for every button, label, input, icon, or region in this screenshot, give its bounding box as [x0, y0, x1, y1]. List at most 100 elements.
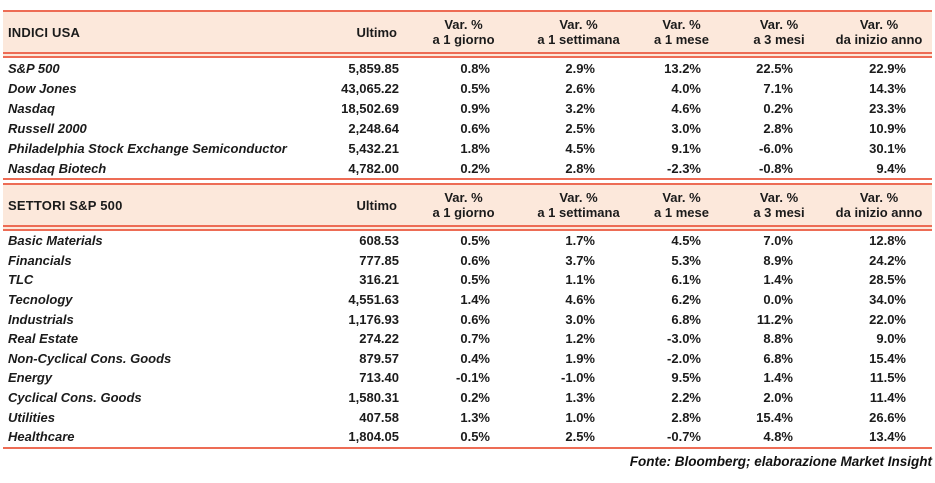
var-value: 1.3% — [565, 390, 595, 406]
var-value: 0.2% — [460, 160, 490, 176]
col-header-var-1-mese: Var. % a 1 mese — [631, 12, 732, 52]
var-value: 0.6% — [460, 120, 490, 136]
var-value: 23.3% — [869, 100, 906, 116]
period-label: a 3 mesi — [753, 32, 805, 47]
var-value: 1.7% — [565, 233, 595, 249]
var-value: 2.8% — [763, 120, 793, 136]
var-value: 1.2% — [565, 331, 595, 347]
var-value: 0.7% — [460, 331, 490, 347]
row-label: Healthcare — [8, 429, 75, 445]
var-label: Var. % — [859, 190, 899, 205]
row-label: Financials — [8, 252, 72, 268]
row-label: Cyclical Cons. Goods — [8, 390, 142, 406]
table-row: Energy 713.40 -0.1% -1.0% 9.5% 1.4% 11.5% — [3, 368, 932, 388]
var-value: -0.8% — [759, 160, 793, 176]
col-header-var-inizio-anno: Var. % da inizio anno — [826, 12, 932, 52]
var-value: 12.8% — [869, 233, 906, 249]
col-header-ultimo: Ultimo — [356, 197, 397, 213]
var-value: 2.2% — [671, 390, 701, 406]
table-row: Nasdaq Biotech 4,782.00 0.2% 2.8% -2.3% -0.8%… — [3, 158, 932, 178]
var-value: 1.0% — [565, 409, 595, 425]
section-title: INDICI USA — [8, 24, 81, 40]
ultimo-value: 316.21 — [359, 272, 399, 288]
var-value: 3.0% — [671, 120, 701, 136]
ultimo-value: 4,551.63 — [348, 292, 399, 308]
var-label: Var. % — [662, 190, 701, 205]
var-value: 14.3% — [869, 80, 906, 96]
var-value: -6.0% — [759, 140, 793, 156]
table-row: Philadelphia Stock Exchange Semiconducto… — [3, 138, 932, 158]
settori-sp500-rows: Basic Materials 608.53 0.5% 1.7% 4.5% 7.0% 12.… — [3, 231, 932, 447]
var-label: Var. % — [444, 190, 483, 205]
var-value: -2.3% — [667, 160, 701, 176]
var-value: -0.1% — [456, 370, 490, 386]
table-row: Dow Jones 43,065.22 0.5% 2.6% 4.0% 7.1% 14.3% — [3, 78, 932, 98]
period-label: a 1 settimana — [537, 32, 620, 47]
var-value: 34.0% — [869, 292, 906, 308]
period-label: a 1 giorno — [432, 205, 495, 220]
var-value: -2.0% — [667, 350, 701, 366]
row-label: Industrials — [8, 311, 74, 327]
row-label: S&P 500 — [8, 60, 60, 76]
var-value: 3.7% — [565, 252, 595, 268]
row-label: Philadelphia Stock Exchange Semiconducto… — [8, 140, 287, 156]
var-label: Var. % — [444, 17, 483, 32]
period-label: da inizio anno — [835, 205, 923, 220]
ultimo-value: 608.53 — [359, 233, 399, 249]
market-insight-report: INDICI USA Ultimo Var. % a 1 giorno Var.… — [3, 10, 932, 469]
ultimo-value: 407.58 — [359, 409, 399, 425]
var-value: 15.4% — [756, 409, 793, 425]
var-value: 9.5% — [671, 370, 701, 386]
var-value: 6.8% — [763, 350, 793, 366]
var-value: 3.2% — [565, 100, 595, 116]
period-label: a 3 mesi — [753, 205, 805, 220]
var-value: 0.5% — [460, 80, 490, 96]
ultimo-value: 713.40 — [359, 370, 399, 386]
var-value: 30.1% — [869, 140, 906, 156]
row-label: Utilities — [8, 409, 55, 425]
ultimo-value: 1,804.05 — [348, 429, 399, 445]
row-label: Real Estate — [8, 331, 79, 347]
ultimo-value: 1,580.31 — [348, 390, 399, 406]
var-value: 0.9% — [460, 100, 490, 116]
var-value: 5.3% — [671, 252, 701, 268]
var-label: Var. % — [759, 17, 799, 32]
table-row: Cyclical Cons. Goods 1,580.31 0.2% 1.3% 2.2%… — [3, 388, 932, 408]
var-label: Var. % — [559, 17, 598, 32]
var-value: 22.9% — [869, 60, 906, 76]
var-value: 24.2% — [869, 252, 906, 268]
var-value: 0.4% — [460, 350, 490, 366]
var-value: 15.4% — [869, 350, 906, 366]
settori-sp500-header-band: SETTORI S&P 500 Ultimo Var. % a 1 giorno… — [3, 183, 932, 231]
col-header-var-1-mese: Var. % a 1 mese — [631, 185, 732, 225]
var-value: 4.5% — [671, 233, 701, 249]
var-value: 1.4% — [460, 292, 490, 308]
var-value: 1.9% — [565, 350, 595, 366]
var-value: 9.4% — [876, 160, 906, 176]
var-value: 2.9% — [565, 60, 595, 76]
col-header-var-1-giorno: Var. % a 1 giorno — [401, 185, 526, 225]
table-row: Utilities 407.58 1.3% 1.0% 2.8% 15.4% 26.6% — [3, 407, 932, 427]
var-value: -0.7% — [667, 429, 701, 445]
table-row: S&P 500 5,859.85 0.8% 2.9% 13.2% 22.5% 22.9% — [3, 58, 932, 78]
var-value: 3.0% — [565, 311, 595, 327]
row-label: Dow Jones — [8, 80, 77, 96]
col-header-var-3-mesi: Var. % a 3 mesi — [732, 185, 826, 225]
var-value: 1.3% — [460, 409, 490, 425]
row-label: Energy — [8, 370, 53, 386]
settori-sp500-table: SETTORI S&P 500 Ultimo Var. % a 1 giorno… — [3, 183, 932, 449]
var-value: 11.4% — [869, 390, 906, 406]
period-label: a 1 giorno — [432, 32, 495, 47]
var-value: 11.5% — [869, 370, 906, 386]
var-value: 0.6% — [460, 311, 490, 327]
row-label: Russell 2000 — [8, 120, 87, 136]
var-value: 13.2% — [664, 60, 701, 76]
ultimo-value: 274.22 — [359, 331, 399, 347]
source-note: Fonte: Bloomberg; elaborazione Market In… — [629, 453, 932, 469]
period-label: da inizio anno — [835, 32, 923, 47]
var-value: 9.0% — [876, 331, 906, 347]
var-value: 26.6% — [869, 409, 906, 425]
var-value: 0.0% — [763, 292, 793, 308]
var-value: 4.6% — [671, 100, 701, 116]
var-value: 1.8% — [460, 140, 490, 156]
